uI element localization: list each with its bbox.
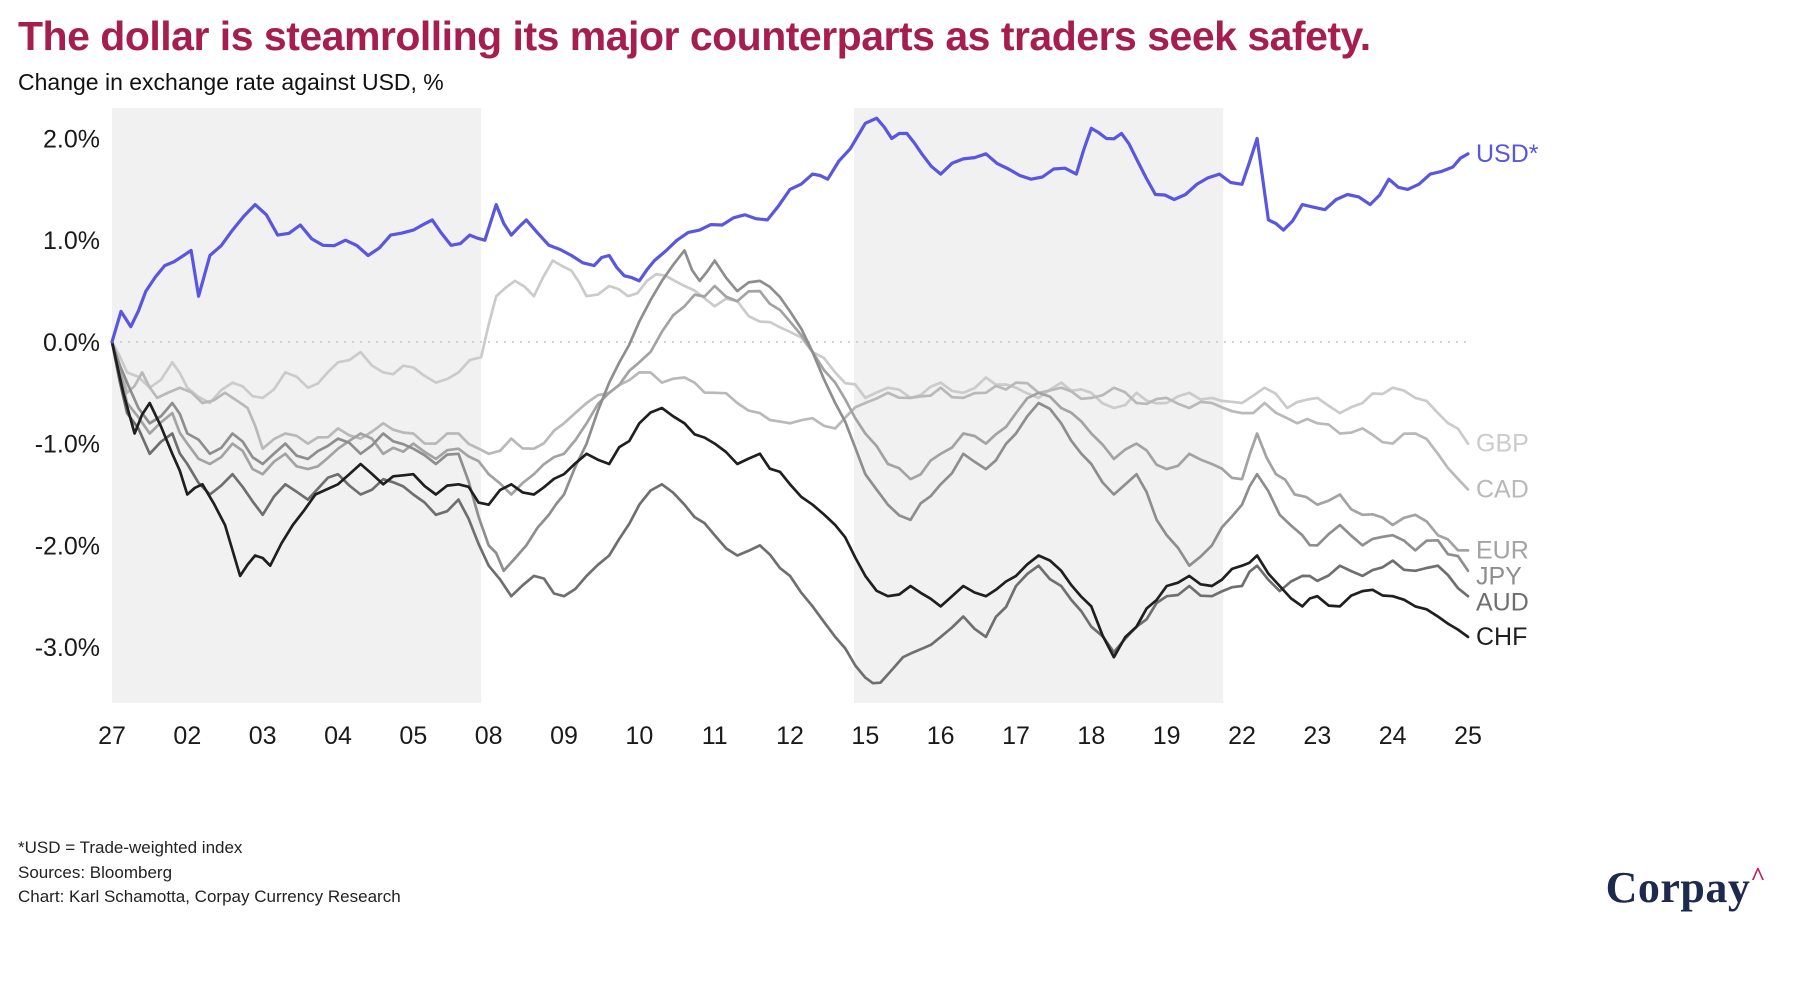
series-line-jpy [110, 249, 1470, 573]
x-axis-tick-label: 02 [173, 722, 201, 750]
series-label-eur: EUR [1476, 536, 1529, 564]
chart-plot-area: 2.0% 1.0% 0.0% -1.0% -2.0% -3.0% 27 02 03 04 05 08 0… [0, 96, 1800, 756]
footnotes: *USD = Trade-weighted index Sources: Blo… [18, 836, 401, 910]
x-axis-tick-label: 15 [851, 722, 879, 750]
series-line-cad [110, 340, 1470, 491]
y-axis-tick-label: -2.0% [35, 532, 100, 560]
y-axis-tick-label: 2.0% [43, 126, 100, 154]
chart-footer: *USD = Trade-weighted index Sources: Blo… [18, 836, 1766, 910]
x-axis-tick-label: 08 [475, 722, 503, 750]
x-axis-tick-label: 03 [249, 722, 277, 750]
y-axis-tick-label: -1.0% [35, 431, 100, 459]
series-line-aud [110, 340, 1470, 685]
footnote-credit: Chart: Karl Schamotta, Corpay Currency R… [18, 887, 401, 907]
x-axis-tick-label: 27 [98, 722, 126, 750]
series-label-aud: AUD [1476, 588, 1529, 616]
chart-subtitle: Change in exchange rate against USD, % [18, 69, 444, 96]
x-axis-tick-label: 22 [1228, 722, 1256, 750]
x-axis-tick-label: 25 [1454, 722, 1482, 750]
series-label-jpy: JPY [1476, 562, 1522, 590]
series-label-chf: CHF [1476, 623, 1527, 651]
week-shading-band [854, 108, 1224, 703]
series-line-usd [110, 116, 1470, 344]
week-shading-band [112, 108, 482, 703]
currency-line-chart: 2.0% 1.0% 0.0% -1.0% -2.0% -3.0% 27 02 03 04 05 08 0… [35, 108, 1539, 750]
y-axis-tick-label: 1.0% [43, 227, 100, 255]
x-axis-tick-label: 16 [927, 722, 955, 750]
x-axis-tick-label: 04 [324, 722, 352, 750]
x-axis-tick-label: 11 [702, 722, 728, 750]
corpay-logo-text: Corpay [1605, 862, 1751, 912]
series-line-chf [110, 340, 1470, 659]
x-axis-tick-label: 23 [1303, 722, 1331, 750]
x-axis-tick-label: 18 [1077, 722, 1105, 750]
corpay-logo: Corpay^ [1605, 862, 1766, 912]
x-axis-tick-label: 12 [776, 722, 804, 750]
series-label-usd: USD* [1476, 140, 1539, 168]
y-axis-tick-label: 0.0% [43, 329, 100, 357]
series-line-eur [110, 284, 1470, 552]
x-axis-tick-label: 09 [550, 722, 578, 750]
x-axis-tick-label: 17 [1002, 722, 1030, 750]
footnote-sources: Sources: Bloomberg [18, 862, 173, 882]
chart-title: The dollar is steamrolling its major cou… [18, 13, 1371, 59]
footnote-usd-definition: *USD = Trade-weighted index [18, 838, 243, 857]
x-axis-tick-label: 24 [1379, 722, 1407, 750]
x-axis-tick-label: 10 [625, 722, 653, 750]
x-axis-tick-label: 05 [399, 722, 427, 750]
series-label-cad: CAD [1476, 475, 1529, 503]
series-label-gbp: GBP [1476, 430, 1529, 458]
corpay-logo-caret-icon: ^ [1750, 861, 1766, 891]
y-axis-tick-label: -3.0% [35, 634, 100, 662]
series-line-gbp [110, 259, 1470, 445]
chart-header: The dollar is steamrolling its major cou… [0, 0, 1800, 96]
x-axis-tick-label: 19 [1153, 722, 1181, 750]
